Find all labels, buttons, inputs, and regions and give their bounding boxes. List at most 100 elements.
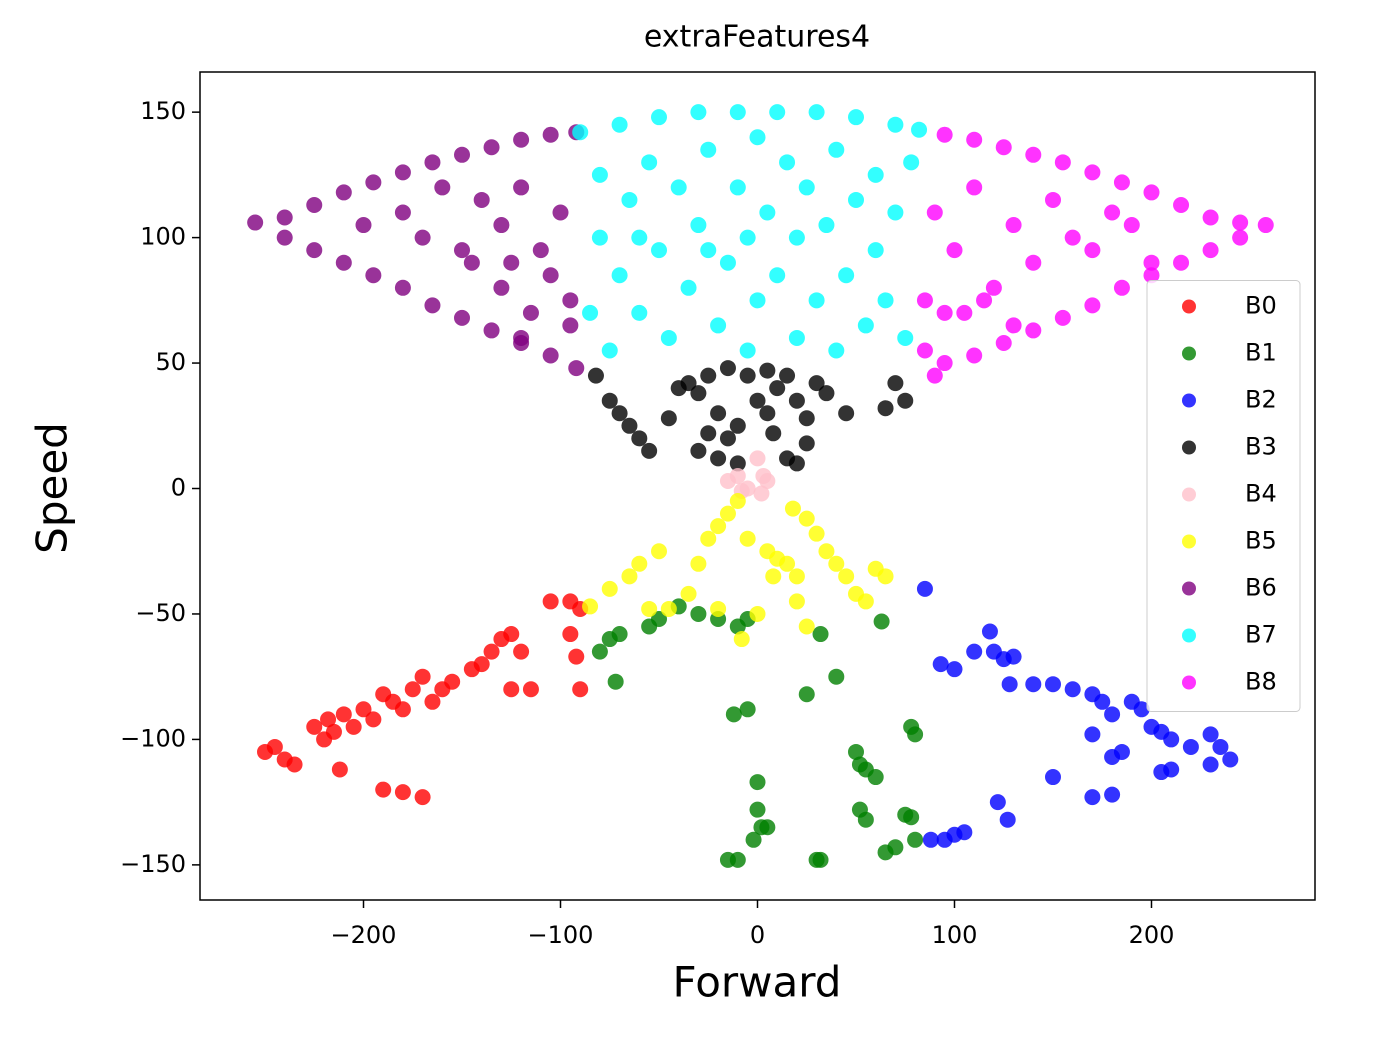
data-point xyxy=(568,360,585,377)
data-point xyxy=(765,425,782,442)
data-point xyxy=(1084,726,1101,743)
data-point xyxy=(562,317,579,334)
data-point xyxy=(838,267,855,284)
data-point xyxy=(651,543,668,560)
data-point xyxy=(739,701,756,718)
data-point xyxy=(1133,701,1150,718)
data-point xyxy=(784,500,801,517)
data-point xyxy=(700,141,717,158)
data-point xyxy=(542,267,559,284)
plot-frame xyxy=(199,71,1316,901)
data-point xyxy=(1104,706,1121,723)
data-point xyxy=(710,317,727,334)
data-point xyxy=(1094,693,1111,710)
data-point xyxy=(808,104,825,121)
data-point xyxy=(966,347,983,364)
data-point xyxy=(966,643,983,660)
data-point xyxy=(749,605,766,622)
data-point xyxy=(454,309,471,326)
data-point xyxy=(828,555,845,572)
data-point xyxy=(759,362,776,379)
data-point xyxy=(1064,681,1081,698)
data-point xyxy=(690,555,707,572)
data-point xyxy=(611,116,628,133)
legend-label: B1 xyxy=(1245,339,1277,367)
data-point xyxy=(454,146,471,163)
data-point xyxy=(1202,726,1219,743)
data-point xyxy=(355,217,372,234)
data-point xyxy=(916,580,933,597)
data-point xyxy=(1173,196,1190,213)
legend-marker xyxy=(1182,346,1196,361)
data-point xyxy=(966,131,983,148)
data-point xyxy=(651,242,668,259)
data-point xyxy=(753,485,770,502)
data-point xyxy=(414,789,431,806)
data-point xyxy=(276,229,293,246)
data-point xyxy=(719,505,736,522)
data-point xyxy=(1005,317,1022,334)
data-point xyxy=(818,217,835,234)
data-point xyxy=(631,229,648,246)
data-point xyxy=(1104,786,1121,803)
data-point xyxy=(680,279,697,296)
data-point xyxy=(641,600,658,617)
data-point xyxy=(331,761,348,778)
data-point xyxy=(739,342,756,359)
legend-label: B8 xyxy=(1245,668,1277,696)
y-tick-label: 150 xyxy=(140,97,186,125)
data-point xyxy=(463,254,480,271)
data-point xyxy=(828,141,845,158)
data-point xyxy=(434,179,451,196)
data-point xyxy=(1222,751,1239,768)
data-point xyxy=(798,510,815,527)
legend-label: B6 xyxy=(1245,574,1277,602)
data-point xyxy=(719,430,736,447)
data-point xyxy=(690,104,707,121)
data-point xyxy=(719,254,736,271)
data-point xyxy=(798,410,815,427)
data-point xyxy=(1232,229,1249,246)
data-point xyxy=(621,417,638,434)
data-point xyxy=(812,626,829,643)
data-point xyxy=(808,375,825,392)
data-point xyxy=(847,191,864,208)
data-point xyxy=(680,585,697,602)
data-point xyxy=(936,126,953,143)
data-point xyxy=(700,367,717,384)
data-point xyxy=(542,126,559,143)
data-point xyxy=(828,342,845,359)
data-point xyxy=(985,279,1002,296)
data-point xyxy=(769,267,786,284)
data-point xyxy=(1025,146,1042,163)
data-point xyxy=(1202,209,1219,226)
data-point xyxy=(1025,322,1042,339)
data-point xyxy=(749,801,766,818)
data-point xyxy=(611,626,628,643)
data-point xyxy=(562,292,579,309)
legend-marker xyxy=(1182,440,1196,455)
data-point xyxy=(286,756,303,773)
data-point xyxy=(1143,254,1160,271)
data-point xyxy=(522,681,539,698)
data-point xyxy=(847,109,864,126)
data-point xyxy=(838,405,855,422)
data-point xyxy=(897,329,914,346)
data-point xyxy=(660,410,677,427)
data-point xyxy=(335,706,352,723)
data-point xyxy=(838,568,855,585)
data-point xyxy=(710,600,727,617)
data-point xyxy=(552,204,569,221)
data-point xyxy=(1143,184,1160,201)
data-point xyxy=(749,129,766,146)
data-point xyxy=(1084,164,1101,181)
data-point xyxy=(572,124,589,141)
data-point xyxy=(946,661,963,678)
data-point xyxy=(719,360,736,377)
data-point xyxy=(887,204,904,221)
y-axis-label: Speed xyxy=(28,422,77,554)
data-point xyxy=(788,593,805,610)
data-point xyxy=(729,455,746,472)
data-point xyxy=(591,643,608,660)
